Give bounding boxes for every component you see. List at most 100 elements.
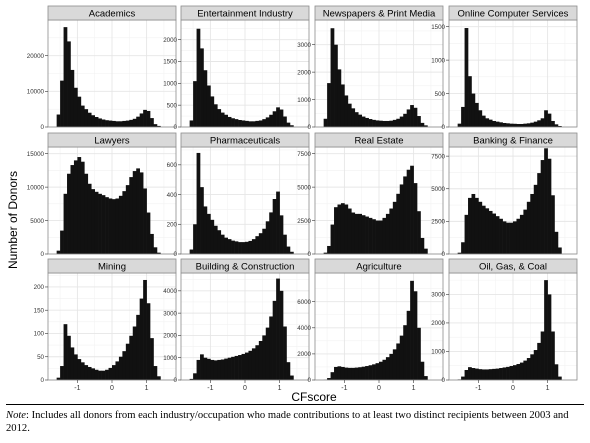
histogram-bar [101, 370, 106, 380]
y-tick-label: 2000 [163, 37, 177, 44]
histogram-bar [481, 115, 486, 127]
histogram-bar [73, 354, 78, 380]
y-tick-label: 3000 [431, 292, 445, 299]
histogram-bar [255, 345, 260, 380]
histogram-bar [544, 280, 548, 380]
histogram-bar [540, 160, 545, 254]
histogram-bar [196, 359, 201, 380]
histogram-bar [255, 236, 260, 254]
facet-title: Newspapers & Print Media [323, 9, 436, 20]
histogram-bar [379, 220, 383, 254]
histogram-bar [210, 219, 215, 254]
histogram-bar [526, 201, 531, 254]
histogram-bar [87, 183, 92, 254]
histogram-bar [368, 365, 373, 380]
histogram-bar [385, 120, 390, 127]
y-tick-label: 0 [41, 377, 45, 384]
histogram-bar [129, 335, 134, 380]
panel-pharmaceuticals: Pharmaceuticals 0 200 400 600 [167, 132, 310, 258]
histogram-bar [372, 364, 376, 380]
histogram-bar [464, 28, 469, 127]
histogram-bar [461, 106, 465, 127]
histogram-bar [91, 189, 95, 254]
y-tick-label: 5000 [30, 218, 44, 225]
histogram-bar [132, 326, 137, 380]
histogram-bar [245, 120, 249, 127]
histogram-bar [60, 230, 64, 254]
panel-building-construction: Building & Construction 0 1000 2000 3000 4000… [163, 258, 310, 392]
panel-entertainment-industry: Entertainment Industry 0 500 1000 1500 2000 [163, 5, 310, 131]
histogram-bar [413, 291, 418, 380]
histogram-bar [125, 343, 130, 380]
histogram-bar [372, 219, 376, 254]
facet-title: Pharmaceuticals [210, 136, 280, 147]
y-tick-label: 10000 [27, 89, 45, 96]
histogram-bar [389, 208, 394, 254]
histogram-bar [136, 168, 140, 254]
histogram-bar [139, 113, 144, 127]
histogram-bar [112, 199, 116, 254]
histogram-bar [420, 122, 425, 127]
histogram-bar [375, 363, 380, 380]
histogram-bar [112, 120, 116, 127]
histogram-bar [537, 173, 541, 254]
histogram-bar [330, 28, 335, 128]
histogram-bar [413, 183, 418, 254]
histogram-bar [118, 356, 123, 380]
histogram-bar [544, 148, 548, 254]
histogram-bar [399, 184, 404, 254]
histogram-bar [220, 234, 225, 254]
histogram-bar [523, 123, 528, 127]
histogram-bar [251, 348, 256, 380]
histogram-bar [485, 208, 490, 254]
histogram-bar [474, 368, 479, 380]
histogram-bar [125, 185, 130, 254]
histogram-bar [213, 104, 218, 127]
histogram-bar [334, 207, 338, 254]
histogram-bar [340, 366, 345, 380]
histogram-bar [286, 122, 291, 127]
histogram-bar [196, 152, 201, 254]
y-tick-label: 0 [442, 377, 446, 384]
histogram-bar [80, 105, 85, 127]
histogram-bar [60, 80, 64, 127]
histogram-bar [554, 124, 559, 127]
histogram-bar [540, 331, 545, 380]
histogram-bar [372, 119, 376, 127]
histogram-bar [337, 69, 342, 127]
histogram-bar [189, 120, 194, 127]
panel-newspapers-print-media: Newspapers & Print Media 0 1000 2000 3000 [297, 5, 444, 131]
histogram-bar [206, 358, 211, 380]
histogram-bar [540, 118, 545, 127]
histogram-bar [516, 123, 521, 127]
histogram-bar [506, 222, 510, 254]
histogram-bar [129, 177, 134, 254]
histogram-bar [323, 118, 328, 127]
x-tick-label: 1 [546, 385, 550, 392]
histogram-bar [122, 191, 127, 254]
x-tick-label: 1 [412, 385, 416, 392]
histogram-bar [118, 121, 123, 127]
histogram-bar [420, 237, 425, 254]
histogram-bar [327, 378, 331, 380]
histogram-bar [347, 103, 352, 127]
histogram-bar [241, 242, 246, 254]
histogram-bar [84, 109, 89, 127]
histogram-bar [258, 233, 263, 254]
histogram-bar [533, 121, 538, 127]
histogram-bar [361, 116, 366, 127]
histogram-bar [255, 120, 260, 127]
histogram-bar [495, 216, 500, 254]
histogram-bar [251, 239, 256, 254]
histogram-bar [495, 121, 500, 127]
histogram-bar [91, 115, 95, 127]
histogram-bar [115, 361, 120, 380]
histogram-bar [265, 221, 270, 254]
histogram-bar [403, 325, 407, 380]
histogram-bar [153, 124, 158, 127]
y-tick-label: 150 [34, 307, 45, 314]
y-tick-label: 100 [34, 331, 45, 338]
histogram-bar [481, 205, 486, 254]
y-tick-label: 0 [442, 251, 446, 258]
